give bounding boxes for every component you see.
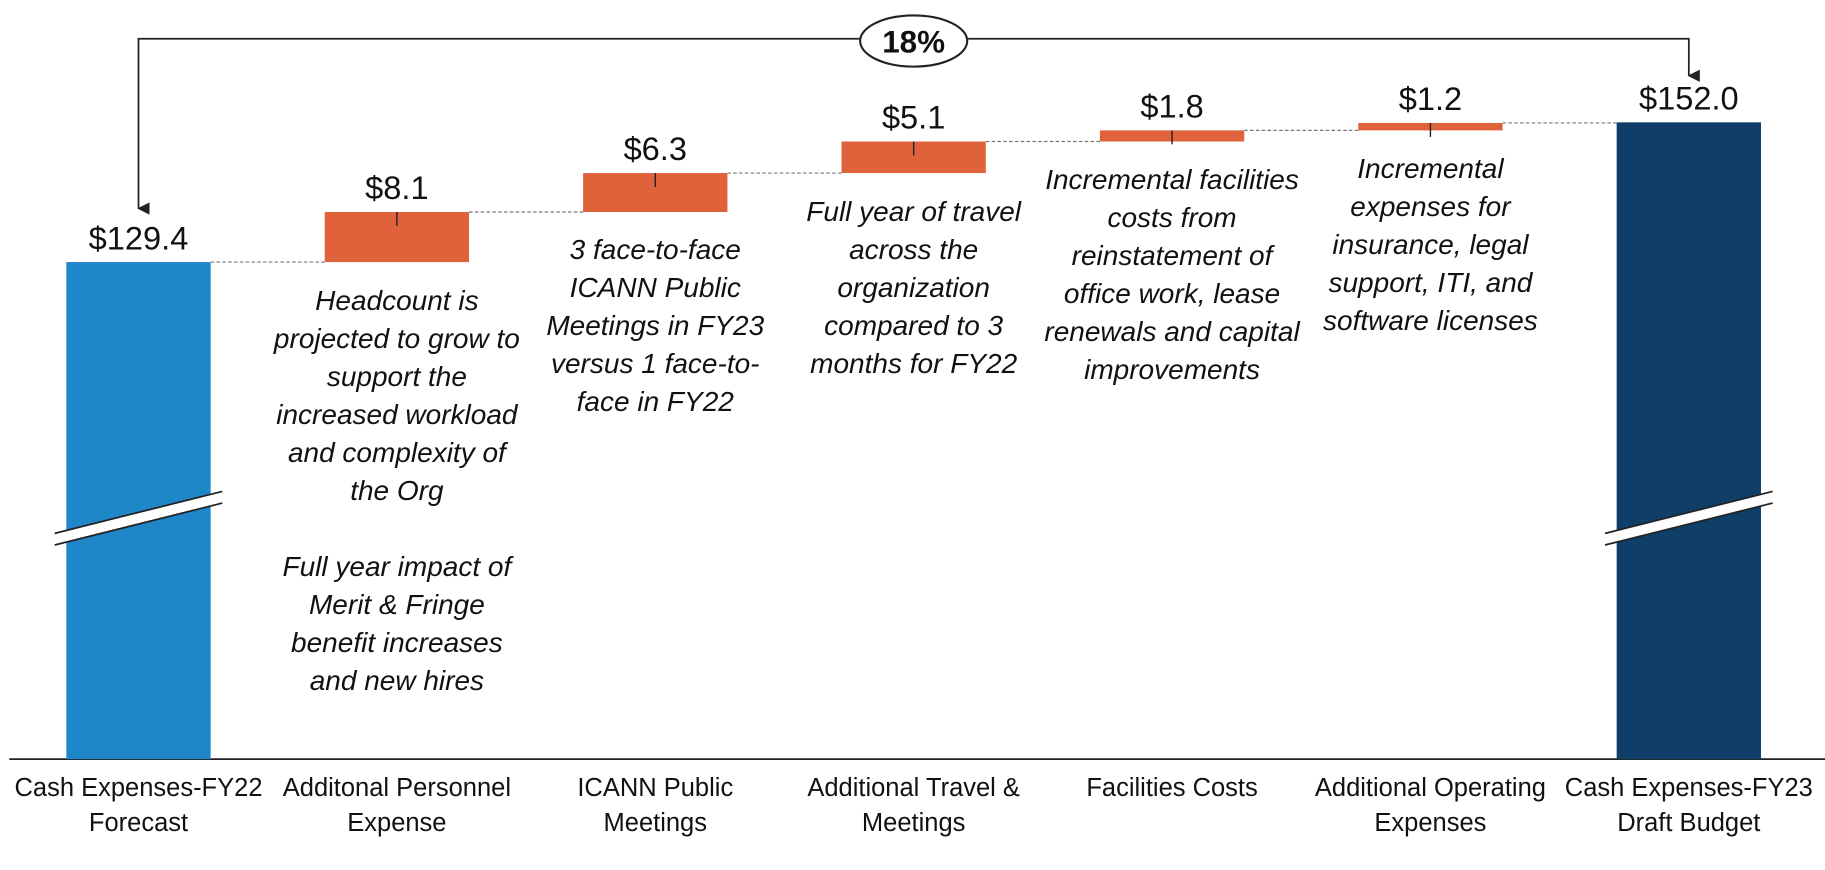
category-label: Additional Travel & Meetings (807, 773, 1020, 837)
note: Headcount is projected to grow to suppor… (269, 282, 525, 738)
axis-break (54, 491, 223, 545)
category-label: Cash Expenses-FY23 Draft Budget (1564, 773, 1813, 837)
value-label: $8.1 (365, 170, 428, 206)
category-label: Facilities Costs (1086, 773, 1258, 802)
growth-label: 18% (882, 25, 945, 60)
axis-break-line (54, 490, 223, 535)
category-label: Additional Operating Expenses (1314, 773, 1546, 837)
note: 3 face-to-face ICANN Public Meetings in … (527, 231, 783, 459)
value-label: $152.0 (1639, 81, 1739, 117)
value-label: $6.3 (624, 131, 687, 167)
category-label: Additonal Personnel Expense (282, 773, 511, 837)
note-paragraph: Headcount is projected to grow to suppor… (273, 284, 520, 506)
category-label: ICANN Public Meetings (577, 773, 734, 837)
bar (1616, 122, 1761, 760)
category-label: Cash Expenses-FY22 Forecast (14, 773, 263, 837)
axis-break-line (1604, 502, 1773, 546)
note-paragraph: Incremental expenses for insurance, lega… (1323, 152, 1538, 336)
note: Full year of travel across the organizat… (786, 193, 1042, 421)
note-paragraph: 3 face-to-face ICANN Public Meetings in … (546, 234, 765, 418)
axis-break-line (1604, 490, 1773, 535)
value-label: $5.1 (882, 100, 945, 136)
note: Incremental expenses for insurance, lega… (1302, 150, 1558, 378)
value-label: $129.4 (89, 220, 189, 256)
value-label: $1.8 (1140, 89, 1203, 125)
growth-oval (859, 14, 969, 68)
note: Incremental facilities costs from reinst… (1044, 161, 1300, 427)
axis-break (1605, 491, 1773, 545)
value-label: $1.2 (1399, 81, 1462, 117)
note-paragraph: Incremental facilities costs from reinst… (1044, 164, 1300, 385)
note-paragraph: Full year of travel across the organizat… (806, 195, 1022, 379)
axis-break-line (54, 502, 223, 546)
note-paragraph: Full year impact of Merit & Fringe benef… (282, 550, 512, 696)
